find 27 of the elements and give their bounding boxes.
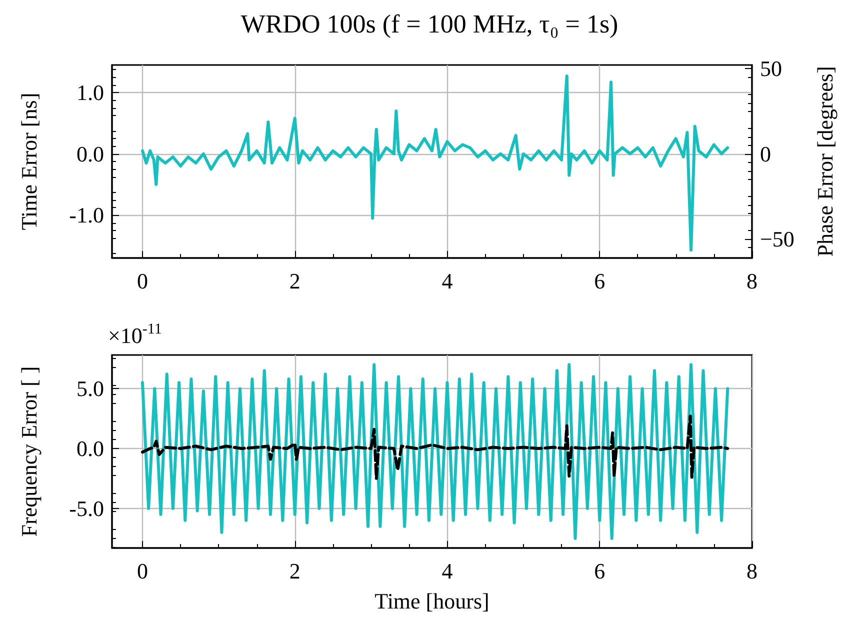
y-tick-label: -5.0: [69, 496, 104, 521]
y-tick-label: 1.0: [76, 80, 104, 106]
line-series: [140, 363, 730, 540]
y-tick-label: 5.0: [76, 376, 104, 402]
y-tick-label: 0.0: [76, 436, 104, 462]
x-tick-label: 2: [289, 558, 300, 584]
y-axis-title: Time Error [ns]: [16, 92, 42, 230]
y2-tick-label: −50: [760, 226, 794, 252]
line-series: [140, 414, 730, 480]
x-tick-label: 0: [136, 268, 148, 294]
x-tick-label: 6: [594, 268, 606, 294]
y-tick-label: 0.0: [76, 141, 104, 166]
y2-tick-label: 0: [760, 141, 771, 166]
x-tick-label: 6: [594, 558, 606, 584]
y2-tick-label: 50: [760, 56, 782, 82]
x-tick-label: 8: [746, 268, 758, 294]
line-series: [140, 74, 730, 252]
x-tick-label: 0: [136, 558, 148, 584]
y-tick-label: -1.0: [69, 202, 104, 228]
y2-axis-title: Phase Error [degrees]: [812, 66, 838, 257]
x-axis-title: Time [hours]: [374, 588, 490, 614]
chart-title: WRDO 100s (f = 100 MHz, τ₀ = 1s): [240, 10, 618, 38]
x-tick-label: 8: [746, 558, 758, 584]
y-axis-title: Frequency Error [ ]: [16, 366, 42, 537]
x-tick-label: 4: [442, 558, 453, 584]
x-tick-label: 4: [442, 268, 453, 294]
x-tick-label: 2: [289, 268, 300, 294]
